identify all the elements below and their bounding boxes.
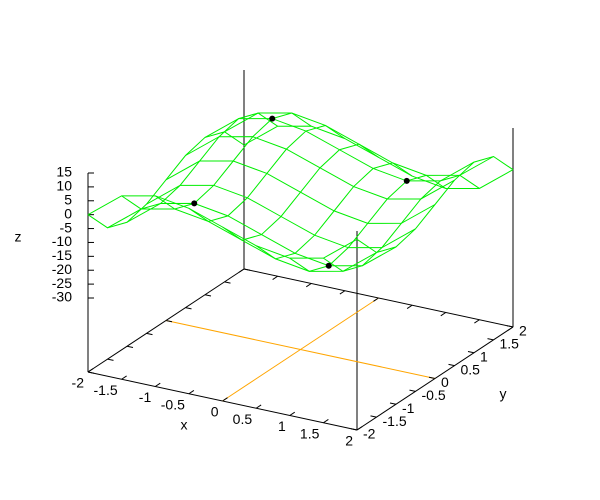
y-tick bbox=[87, 371, 95, 374]
y-tick bbox=[224, 281, 231, 284]
x-tick bbox=[406, 304, 413, 309]
critical-point bbox=[269, 115, 276, 122]
critical-point bbox=[325, 262, 332, 269]
y-tick-label: -0.5 bbox=[422, 387, 446, 403]
mesh-line bbox=[87, 131, 245, 229]
x-tick bbox=[289, 411, 296, 416]
x-tick bbox=[356, 426, 363, 431]
x-tick bbox=[154, 382, 161, 387]
y-tick-label: 1.5 bbox=[500, 336, 520, 352]
x-tick-label: 0.5 bbox=[233, 411, 253, 427]
x-tick-label: -1.5 bbox=[94, 382, 118, 398]
mesh-line bbox=[222, 143, 379, 241]
x-tick bbox=[87, 368, 94, 373]
x-tick bbox=[305, 283, 312, 288]
y-tick-label: -2 bbox=[363, 426, 376, 442]
y-tick bbox=[243, 268, 251, 271]
mesh-line bbox=[188, 124, 346, 223]
x-tick bbox=[272, 275, 278, 280]
x-tick bbox=[121, 375, 127, 380]
x-tick bbox=[238, 268, 245, 273]
y-tick-label: -1.5 bbox=[383, 413, 407, 429]
x-tick bbox=[323, 419, 329, 424]
y-zero-axis bbox=[222, 297, 379, 402]
y-tick bbox=[448, 363, 455, 367]
y-tick-label: 2 bbox=[519, 323, 527, 339]
y-tick-label: 1 bbox=[480, 348, 488, 364]
y-tick bbox=[350, 428, 358, 431]
y-tick bbox=[126, 345, 134, 349]
z-tick-label: -30 bbox=[52, 289, 72, 305]
y-tick bbox=[370, 415, 377, 418]
x-tick bbox=[255, 404, 262, 409]
x-tick bbox=[373, 297, 379, 302]
x-tick-label: -0.5 bbox=[161, 396, 185, 412]
y-tick bbox=[506, 325, 514, 328]
x-tick-label: -1 bbox=[139, 389, 152, 405]
mesh-line bbox=[289, 174, 447, 272]
x-tick bbox=[339, 290, 346, 295]
mesh-line bbox=[154, 112, 312, 210]
x-tick-label: 0 bbox=[211, 404, 219, 420]
z-tick-label: 10 bbox=[56, 178, 72, 194]
x-tick-label: -2 bbox=[72, 375, 85, 391]
y-tick bbox=[185, 307, 192, 310]
z-tick-label: 5 bbox=[64, 191, 72, 207]
mesh-line bbox=[255, 162, 413, 260]
x-tick-label: 2 bbox=[345, 433, 353, 449]
y-tick bbox=[146, 332, 153, 336]
z-tick-label: 0 bbox=[64, 205, 72, 221]
mesh-line bbox=[356, 155, 514, 254]
y-tick bbox=[165, 320, 173, 323]
y-tick-label: 0 bbox=[441, 374, 449, 390]
y-tick bbox=[467, 350, 475, 354]
mesh-line bbox=[121, 112, 278, 210]
x-tick bbox=[507, 326, 514, 331]
z-tick-label: -15 bbox=[52, 247, 72, 263]
x-tick bbox=[222, 397, 228, 402]
y-tick bbox=[428, 376, 436, 379]
x-tick bbox=[188, 390, 195, 395]
z-tick-label: -5 bbox=[60, 219, 73, 235]
y-tick-label: -1 bbox=[402, 400, 415, 416]
y-tick bbox=[107, 358, 114, 361]
x-axis-label: x bbox=[181, 417, 188, 433]
x-tick-label: 1 bbox=[278, 418, 286, 434]
critical-point bbox=[403, 177, 410, 184]
y-tick bbox=[204, 294, 212, 297]
y-tick bbox=[389, 402, 397, 405]
z-tick-label: -25 bbox=[52, 275, 72, 291]
z-tick-label: 15 bbox=[56, 164, 72, 180]
z-tick-label: -20 bbox=[52, 261, 72, 277]
y-tick bbox=[487, 338, 494, 341]
mesh-line bbox=[323, 174, 480, 272]
x-tick bbox=[440, 312, 447, 317]
x-tick-label: 1.5 bbox=[300, 425, 320, 441]
x-tick bbox=[474, 319, 480, 324]
y-axis-label: y bbox=[500, 386, 507, 402]
critical-point bbox=[191, 200, 198, 207]
y-tick bbox=[409, 389, 416, 392]
y-tick-label: 0.5 bbox=[461, 361, 481, 377]
z-axis-label: z bbox=[15, 229, 22, 245]
z-tick-label: -10 bbox=[52, 233, 72, 249]
